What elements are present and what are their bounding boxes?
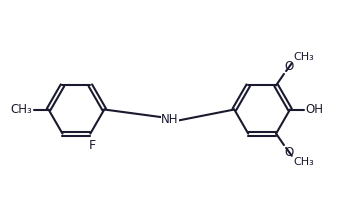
Text: OH: OH [305,103,323,116]
Text: O: O [285,146,294,159]
Text: NH: NH [161,113,179,126]
Text: F: F [89,139,96,152]
Text: O: O [285,60,294,73]
Text: CH₃: CH₃ [10,103,32,116]
Text: CH₃: CH₃ [293,157,314,167]
Text: CH₃: CH₃ [293,52,314,62]
